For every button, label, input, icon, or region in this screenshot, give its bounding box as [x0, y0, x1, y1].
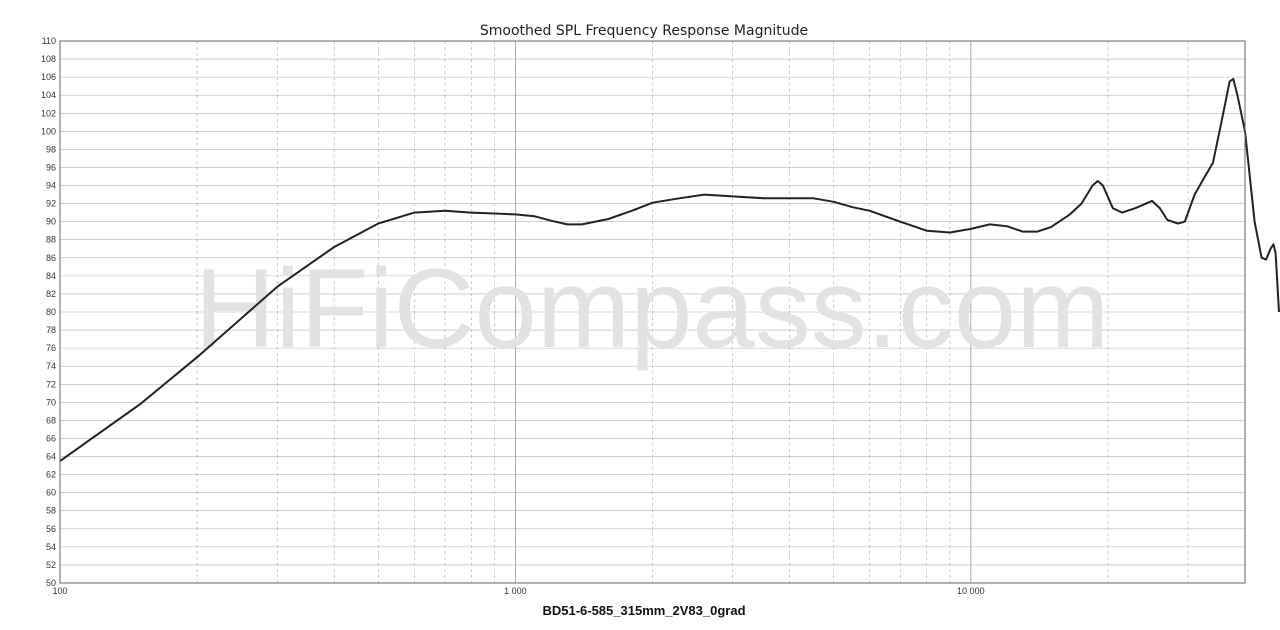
y-tick-label: 74 — [46, 361, 56, 371]
plot-frame — [59, 40, 1246, 584]
x-tick-label: 10 000 — [957, 586, 985, 596]
x-axis-label: BD51-6-585_315mm_2V83_0grad — [542, 603, 745, 618]
chart-title: Smoothed SPL Frequency Response Magnitud… — [480, 23, 808, 39]
spl-curve-line — [59, 77, 1280, 462]
y-tick-label: 102 — [41, 108, 56, 118]
y-tick-label: 82 — [46, 289, 56, 299]
x-tick-label: 100 — [52, 586, 67, 596]
y-axis-ticks: 50 52 54 56 58 60 62 64 66 68 70 72 74 76 78 80 82 84 86 88… — [41, 36, 56, 588]
y-tick-label: 72 — [46, 379, 56, 389]
y-tick-label: 98 — [46, 144, 56, 154]
y-tick-label: 86 — [46, 253, 56, 263]
y-tick-label: 108 — [41, 54, 56, 64]
y-tick-label: 62 — [46, 470, 56, 480]
y-tick-label: 100 — [41, 126, 56, 136]
y-tick-label: 88 — [46, 235, 56, 245]
y-tick-label: 96 — [46, 162, 56, 172]
y-tick-label: 56 — [46, 524, 56, 534]
x-tick-label: 1 000 — [504, 586, 527, 596]
y-tick-label: 90 — [46, 217, 56, 227]
y-tick-label: 80 — [46, 307, 56, 317]
y-tick-label: 84 — [46, 271, 56, 281]
y-tick-label: 50 — [46, 578, 56, 588]
y-tick-label: 66 — [46, 433, 56, 443]
y-tick-label: 70 — [46, 397, 56, 407]
y-tick-label: 76 — [46, 343, 56, 353]
y-tick-label: 68 — [46, 415, 56, 425]
series-layer — [59, 77, 1280, 462]
y-tick-label: 94 — [46, 181, 56, 191]
y-tick-label: 60 — [46, 488, 56, 498]
y-tick-label: 92 — [46, 199, 56, 209]
grid — [59, 40, 1246, 584]
y-tick-label: 54 — [46, 542, 56, 552]
y-tick-label: 104 — [41, 90, 56, 100]
y-tick-label: 64 — [46, 452, 56, 462]
y-tick-label: 110 — [42, 36, 56, 46]
y-tick-label: 52 — [46, 560, 56, 570]
y-tick-label: 106 — [41, 72, 56, 82]
x-axis-ticks: 100 1 000 10 000 — [52, 586, 984, 596]
y-tick-label: 58 — [46, 506, 56, 516]
y-tick-label: 78 — [46, 325, 56, 335]
watermark-text: HiFiCompass.com — [195, 246, 1110, 371]
